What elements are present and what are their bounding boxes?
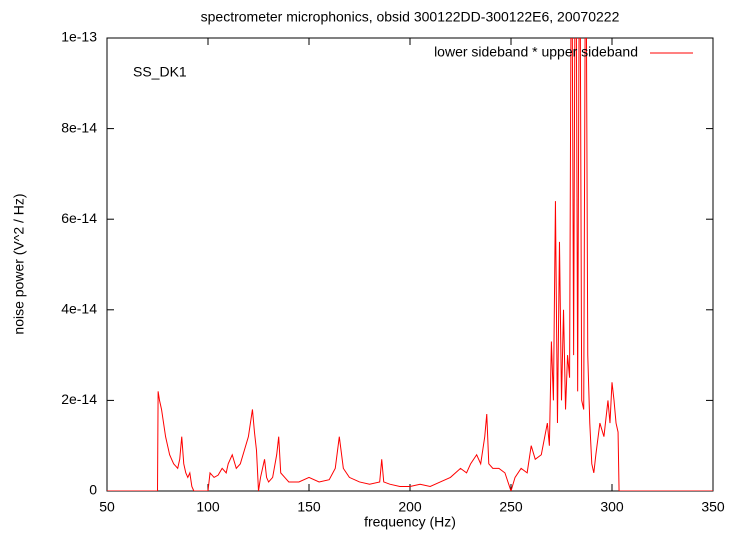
x-axis-label: frequency (Hz) [364,514,456,530]
y-tick-label: 4e-14 [61,301,97,317]
x-tick-label: 200 [398,499,422,515]
y-tick-label: 2e-14 [61,391,97,407]
x-tick-label: 350 [701,499,725,515]
annotation: SS_DK1 [133,64,187,80]
y-tick-label: 0 [89,482,97,498]
y-tick-label: 6e-14 [61,210,97,226]
y-tick-label: 8e-14 [61,119,97,135]
data-line [107,38,713,491]
x-tick-label: 150 [297,499,321,515]
plot-border [106,37,714,492]
x-tick-label: 250 [499,499,523,515]
x-tick-label: 300 [600,499,624,515]
legend-label: lower sideband * upper sideband [434,44,638,60]
x-tick-label: 100 [196,499,220,515]
y-axis-label: noise power (V^2 / Hz) [11,193,27,334]
y-tick-label: 1e-13 [61,29,97,45]
chart-title: spectrometer microphonics, obsid 300122D… [201,9,620,25]
x-tick-label: 50 [99,499,115,515]
